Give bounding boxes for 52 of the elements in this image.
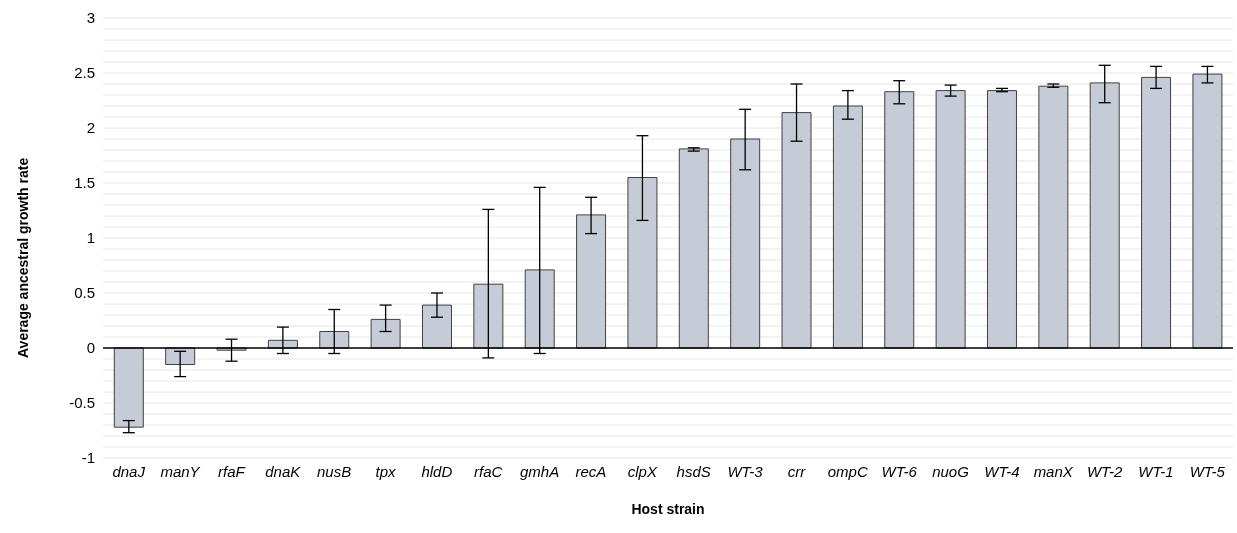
y-tick-label: 2.5 [74, 64, 95, 82]
x-axis-title: Host strain [631, 501, 705, 517]
x-tick-label: dnaK [265, 462, 302, 480]
bar [370, 318, 401, 349]
bar [113, 347, 144, 428]
y-tick-label: 3 [86, 9, 95, 27]
x-tick-label: crr [787, 462, 807, 480]
x-tick-label: WT-2 [1086, 462, 1123, 480]
bar [832, 105, 863, 349]
bar [935, 90, 966, 349]
bar [781, 112, 812, 349]
x-tick-label: rfaC [474, 462, 503, 480]
bar [1141, 76, 1172, 349]
y-tick-label: 0.5 [74, 284, 95, 302]
y-tick-label: -1 [81, 449, 95, 467]
x-tick-label: recA [575, 462, 607, 480]
bar [421, 304, 452, 349]
x-tick-label: tpx [375, 462, 396, 480]
y-axis-title: Average ancestral growth rate [14, 157, 31, 358]
y-tick-label: 0 [86, 339, 95, 357]
x-tick-label: ompC [827, 462, 868, 480]
y-tick-label: -0.5 [69, 394, 95, 412]
bar [986, 90, 1017, 349]
x-tick-label: WT-6 [881, 462, 918, 480]
bar [730, 138, 761, 349]
bar [1089, 82, 1120, 349]
bar [473, 283, 504, 349]
x-tick-label: hldD [421, 462, 453, 480]
x-tick-label: hsdS [676, 462, 711, 480]
bar [576, 214, 607, 349]
y-tick-label: 1.5 [74, 174, 95, 192]
x-tick-label: clpX [627, 462, 658, 480]
bar [165, 347, 196, 365]
y-tick-label: 1 [86, 229, 95, 247]
x-tick-label: manY [160, 462, 201, 480]
x-tick-label: dnaJ [112, 462, 146, 480]
bar [884, 91, 915, 349]
x-tick-label: WT-1 [1138, 462, 1174, 480]
x-tick-label: manX [1033, 462, 1074, 480]
x-tick-label: WT-5 [1189, 462, 1226, 480]
x-tick-label: nusB [317, 462, 352, 480]
x-tick-label: WT-3 [727, 462, 764, 480]
bar [1192, 73, 1223, 349]
x-tick-label: rfaF [218, 462, 246, 480]
x-tick-label: gmhA [520, 462, 560, 480]
bar [1038, 85, 1069, 349]
bar [627, 177, 658, 349]
bar [524, 269, 555, 349]
y-tick-label: 2 [86, 119, 95, 137]
x-tick-label: WT-4 [984, 462, 1020, 480]
x-tick-label: nuoG [932, 462, 970, 480]
bar [678, 148, 709, 349]
